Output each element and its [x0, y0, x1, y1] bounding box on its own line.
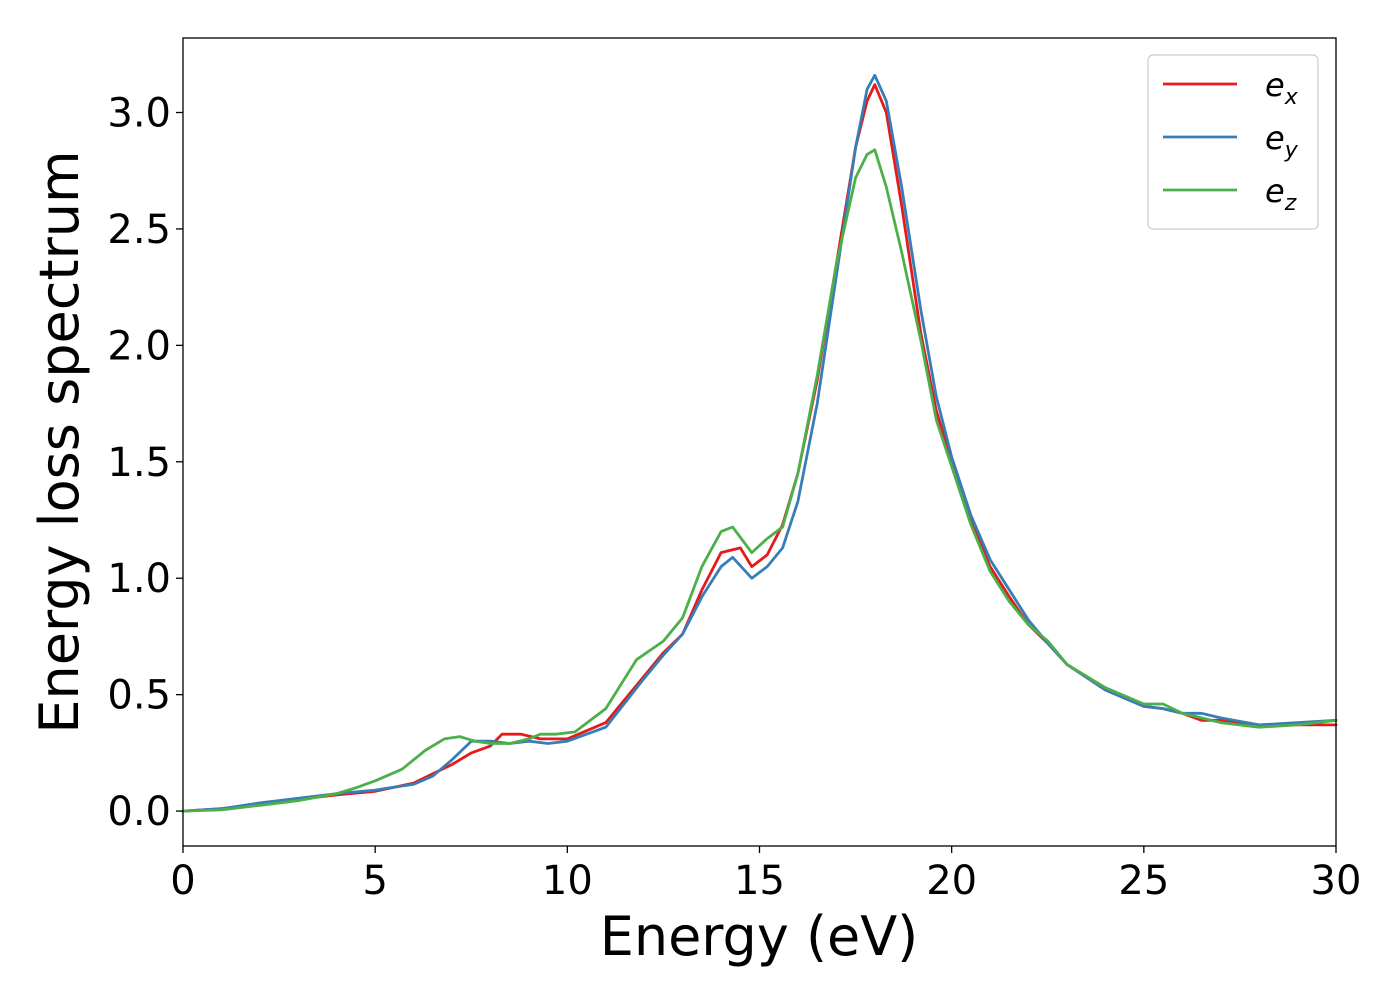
- x-tick-label: 10: [542, 858, 593, 904]
- legend-label-e-z: ez: [1265, 172, 1297, 216]
- y-tick-label: 0.5: [107, 673, 171, 719]
- y-tick-label: 2.5: [107, 207, 171, 253]
- legend-frame: [1147, 54, 1319, 230]
- y-tick-label: 1.5: [107, 440, 171, 486]
- y-axis: 0.0 0.5 1.0 1.5 2.0 2.5 3.0: [107, 91, 183, 835]
- legend-label-e-x: ex: [1265, 66, 1299, 110]
- series-layer: [181, 73, 1338, 813]
- y-tick-label: 0.0: [107, 789, 171, 835]
- x-tick-label: 0: [170, 858, 195, 904]
- x-tick-label: 5: [362, 858, 387, 904]
- y-axis-title: Energy loss spectrum: [28, 150, 91, 733]
- y-tick-label: 3.0: [107, 91, 171, 137]
- x-axis: 0 5 10 15 20 25 30: [170, 846, 1361, 904]
- series-line-e-z: [181, 148, 1338, 813]
- legend: ex ey ez: [1147, 54, 1319, 230]
- x-tick-label: 25: [1118, 858, 1169, 904]
- x-tick-label: 15: [734, 858, 785, 904]
- x-tick-label: 20: [926, 858, 977, 904]
- y-tick-label: 1.0: [107, 556, 171, 602]
- y-tick-label: 2.0: [107, 323, 171, 369]
- legend-label-e-y: ey: [1265, 119, 1299, 163]
- x-tick-label: 30: [1311, 858, 1362, 904]
- x-axis-title: Energy (eV): [600, 905, 919, 968]
